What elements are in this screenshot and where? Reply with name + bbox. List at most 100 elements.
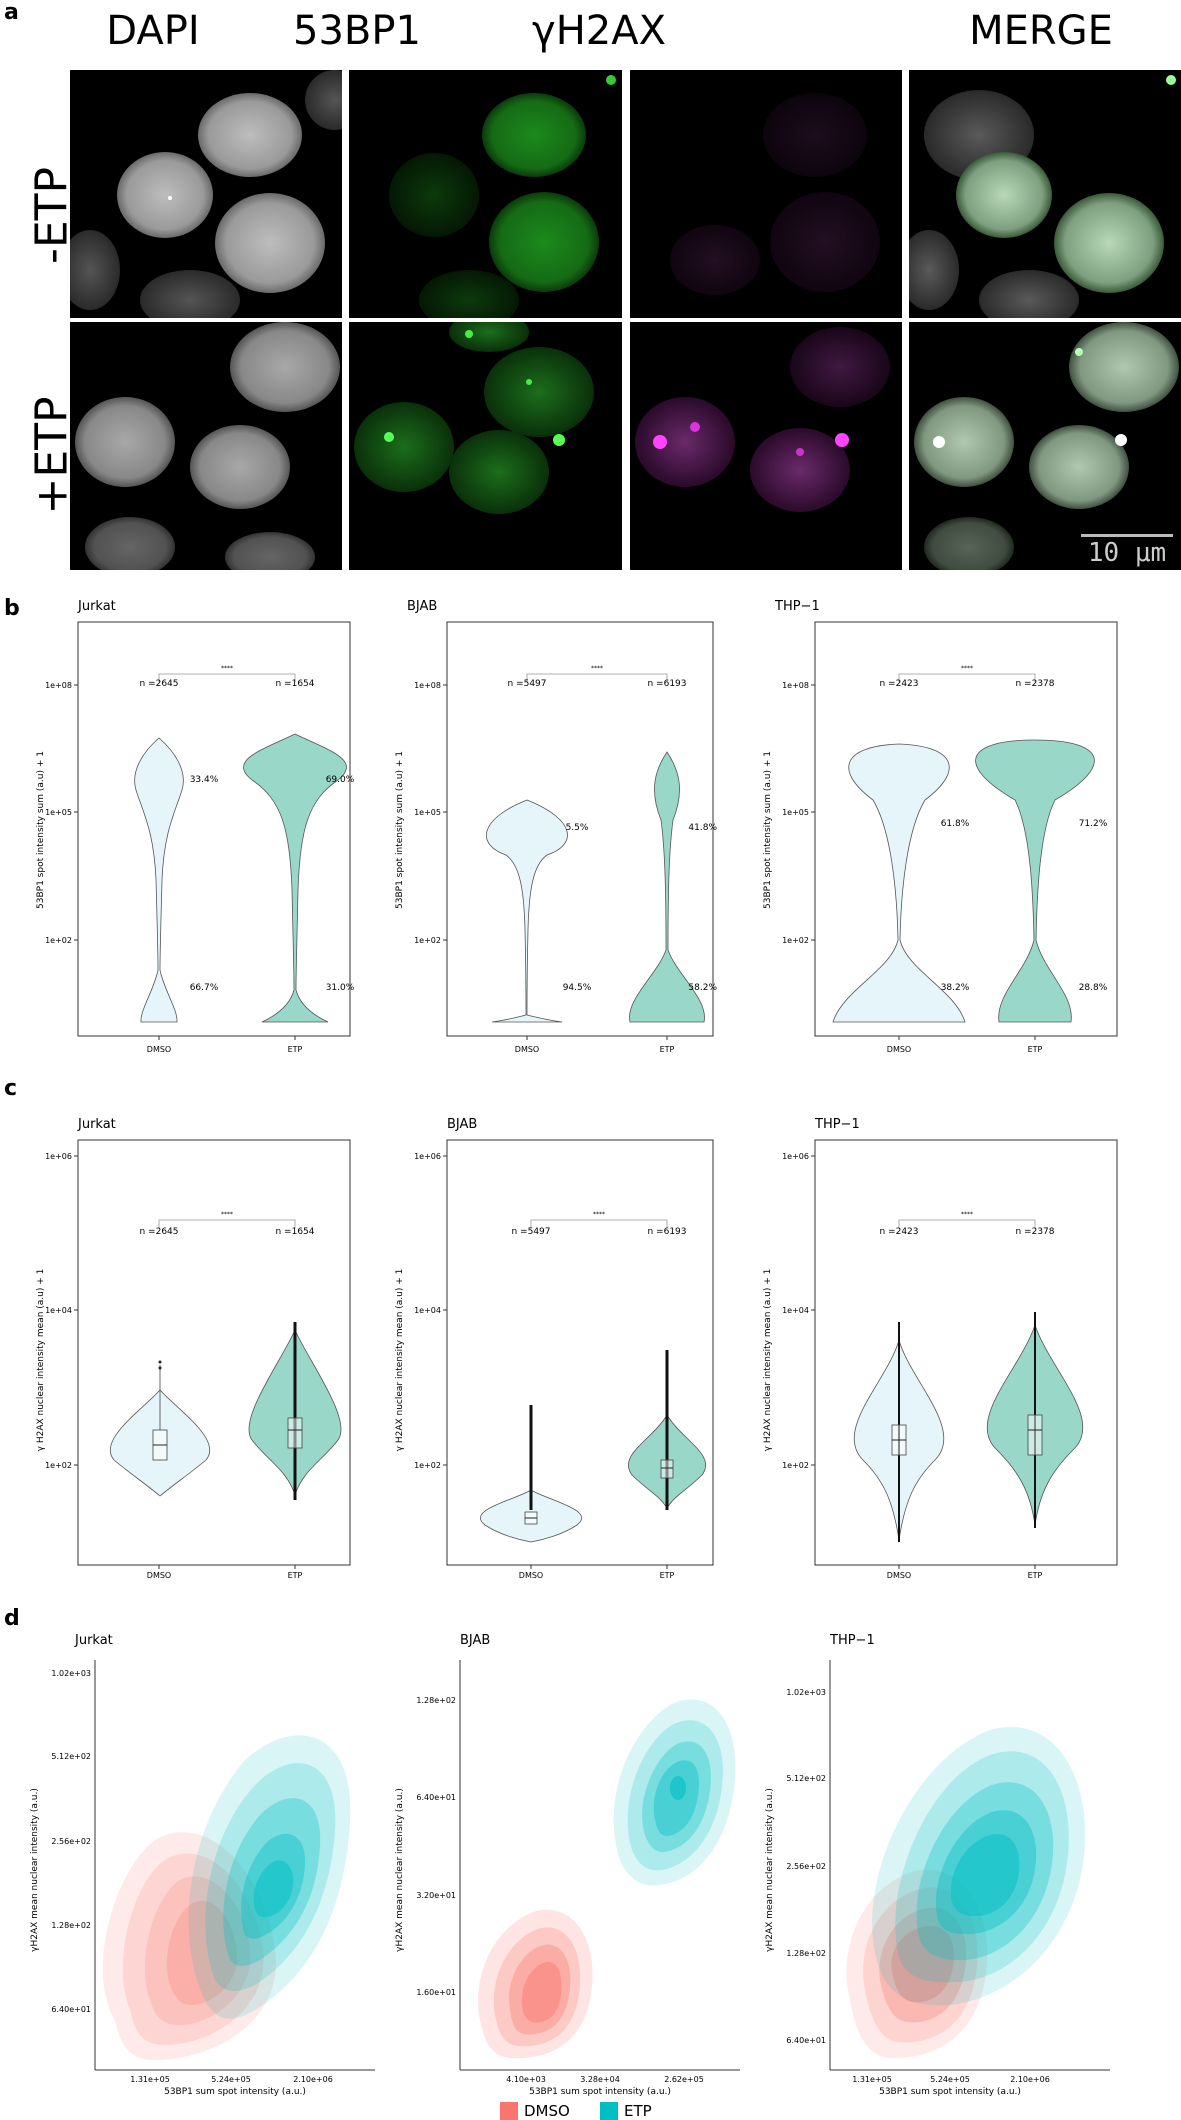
- density-dmso: [478, 1909, 593, 2059]
- box-etp: [1027, 1414, 1043, 1456]
- xtick-dmso: DMSO: [887, 1045, 911, 1054]
- sig-bracket: [530, 1219, 668, 1228]
- xtick-etp: ETP: [660, 1571, 675, 1580]
- xtick-etp: ETP: [1028, 1571, 1043, 1580]
- n-label-dmso: n =5497: [507, 679, 546, 689]
- chart-mark: [190, 425, 290, 509]
- chart-mark: [253, 1860, 294, 1918]
- chart-mark: [158, 1366, 162, 1370]
- micrograph-merge-minus-etp: [909, 70, 1181, 318]
- n-label-etp: n =6193: [647, 1227, 686, 1237]
- xtick: 3.28e+04: [580, 2075, 620, 2084]
- chart-mark: [389, 153, 479, 237]
- xtick-dmso: DMSO: [147, 1571, 171, 1580]
- chart-mark: [835, 433, 849, 447]
- pct-dmso-low: 66.7%: [190, 983, 219, 993]
- micrograph-53bp1-minus-etp: [349, 70, 622, 318]
- ytick-mid: 1e+04: [782, 1306, 809, 1315]
- box-etp: [660, 1459, 674, 1479]
- pct-dmso-high: 61.8%: [941, 819, 970, 829]
- sig-bracket: [898, 1219, 1036, 1228]
- chart-mark: [489, 192, 599, 292]
- xtick: 2.62e+05: [664, 2075, 704, 2084]
- chart-mark: [690, 422, 700, 432]
- chart-mark: [117, 152, 213, 238]
- xtick: 4.10e+03: [506, 2075, 546, 2084]
- chart-mark: [526, 379, 532, 385]
- chart-mark: [465, 330, 473, 338]
- micrograph-gh2ax-plus-etp: [630, 322, 902, 570]
- chart-mark: [763, 93, 867, 177]
- sig-bracket: [158, 673, 296, 682]
- pct-dmso-low: 38.2%: [941, 983, 970, 993]
- ytick-mid: 1e+05: [45, 808, 72, 817]
- sig-bracket: [526, 673, 668, 682]
- ytick-mid: 1e+05: [782, 808, 809, 817]
- ytick: 6.40e+01: [416, 1793, 456, 1802]
- chart-mark: [521, 1961, 562, 2023]
- xtick-etp: ETP: [1028, 1045, 1043, 1054]
- chart-mark: [384, 432, 394, 442]
- chart-mark: [750, 428, 850, 512]
- micrograph-dapi-plus-etp: [70, 322, 342, 570]
- sig-label: ****: [221, 1211, 233, 1218]
- xtick-etp: ETP: [288, 1571, 303, 1580]
- violin-etp: [629, 751, 705, 1023]
- n-label-dmso: n =2645: [139, 679, 178, 689]
- chart-mark: [914, 397, 1014, 487]
- chart-mark: [230, 322, 340, 412]
- chart-mark: [70, 230, 120, 310]
- n-label-etp: n =1654: [275, 1227, 314, 1237]
- panel-b-chart-jurkat: Jurkat **** n =2645 n =1654 33.4% 66.7% …: [36, 599, 355, 1054]
- chart-mark: [198, 93, 302, 177]
- chart-mark: [863, 1887, 978, 2043]
- chart-mark: [846, 1869, 988, 2059]
- chart-title: BJAB: [407, 599, 437, 614]
- chart-mark: [484, 347, 594, 437]
- xtick: 2.10e+06: [1010, 2075, 1050, 2084]
- plot-frame: [814, 1139, 1118, 1566]
- density-etp: [872, 1726, 1086, 2006]
- violin-dmso: [832, 743, 966, 1023]
- ytick: 3.20e+01: [416, 1891, 456, 1900]
- chart-mark: [122, 1853, 264, 2045]
- ytick: 6.40e+01: [786, 2036, 826, 2045]
- density-dmso: [102, 1832, 276, 2060]
- chart-mark: [215, 193, 325, 293]
- chart-title: BJAB: [460, 1633, 490, 1648]
- chart-mark: [158, 1360, 162, 1364]
- sig-label: ****: [593, 1211, 605, 1218]
- y-axis-label: γH2AX mean nuclear intensity (a.u.): [30, 1788, 40, 1952]
- ytick: 1.02e+03: [786, 1688, 826, 1697]
- legend-label-dmso: DMSO: [524, 2102, 570, 2120]
- chart-mark: [493, 1927, 581, 2047]
- chart-title: THP−1: [829, 1633, 875, 1648]
- chart-mark: [482, 93, 586, 177]
- ytick-top: 1e+08: [414, 681, 441, 690]
- plot-frame: [77, 621, 351, 1037]
- ytick-mid: 1e+04: [414, 1306, 441, 1315]
- ytick-mid: 1e+05: [414, 808, 441, 817]
- pct-etp-high: 71.2%: [1079, 819, 1108, 829]
- ytick-low: 1e+02: [45, 1461, 72, 1470]
- chart-mark: [509, 1944, 571, 2035]
- sig-label: ****: [591, 665, 603, 672]
- col-head-53bp1: 53BP1: [293, 8, 421, 54]
- chart-mark: [449, 322, 529, 352]
- chart-mark: [1029, 425, 1129, 509]
- chart-mark: [1115, 434, 1127, 446]
- chart-mark: [166, 1900, 238, 2005]
- ytick: 1.28e+02: [51, 1921, 91, 1930]
- pct-dmso-low: 94.5%: [563, 983, 592, 993]
- chart-mark: [144, 1876, 251, 2025]
- ytick-top: 1e+06: [45, 1152, 72, 1161]
- col-head-merge: MERGE: [969, 8, 1113, 54]
- xtick-dmso: DMSO: [515, 1045, 539, 1054]
- panel-d-chart-thp1: THP−1 6.40e+01 1.28e+02 2.56e+02 5.12e+0…: [765, 1633, 1110, 2097]
- sig-bracket: [158, 1219, 296, 1228]
- chart-mark: [606, 75, 616, 85]
- panel-d-chart-bjab: BJAB 1.60e+01 3.20e+01 6.40e+01 1.28e+02…: [395, 1633, 740, 2097]
- sig-bracket: [898, 673, 1036, 682]
- ytick-low: 1e+02: [45, 936, 72, 945]
- pct-etp-low: 28.8%: [1079, 983, 1108, 993]
